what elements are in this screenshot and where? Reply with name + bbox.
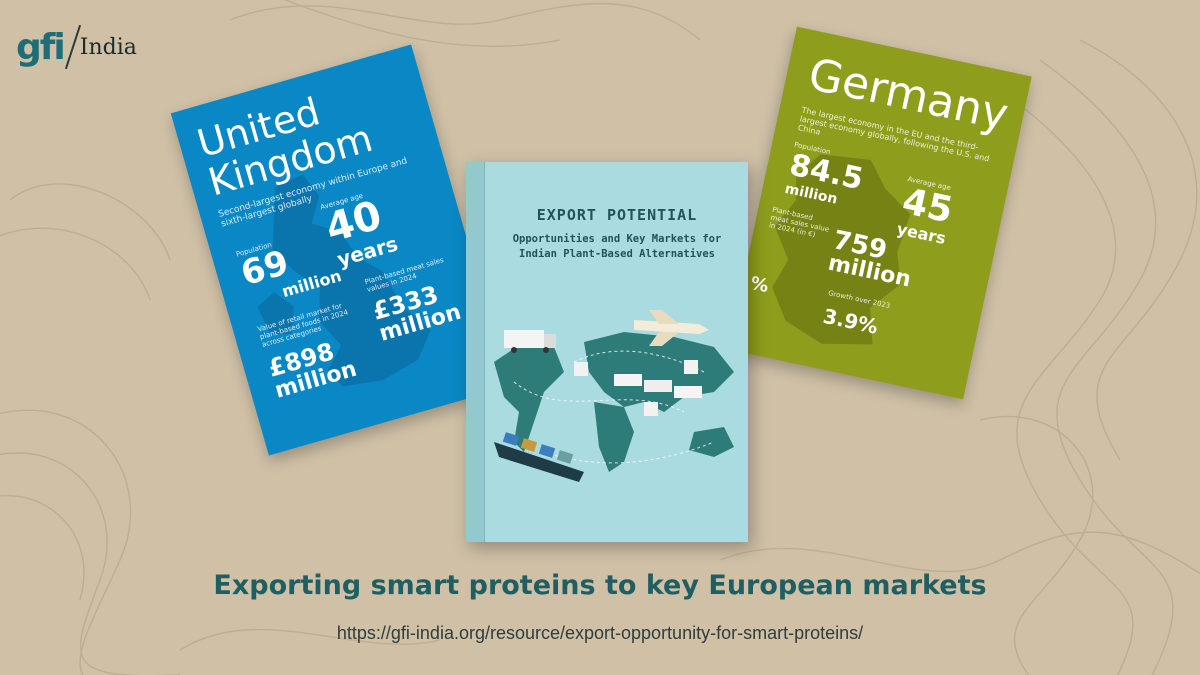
train-icon xyxy=(614,374,702,398)
book-spine xyxy=(466,162,485,542)
book-title: EXPORT POTENTIAL xyxy=(536,206,698,224)
book-subtitle-line1: Opportunities and Key Markets for xyxy=(512,233,722,245)
world-trade-illustration xyxy=(494,310,734,482)
book-subtitle-line2: Indian Plant-Based Alternatives xyxy=(519,248,715,260)
logo-divider xyxy=(64,24,81,70)
headline: Exporting smart proteins to key European… xyxy=(213,570,987,601)
continent-australia xyxy=(689,427,734,457)
cargo-ship-icon xyxy=(494,432,584,482)
logo-region: India xyxy=(79,34,137,60)
continent-americas xyxy=(494,342,564,452)
uk-factsheet-card: United Kingdom Second-largest economy wi… xyxy=(170,44,510,456)
book-subtitle: Opportunities and Key Markets for Indian… xyxy=(490,232,744,262)
resource-url-link[interactable]: https://gfi-india.org/resource/export-op… xyxy=(336,623,864,643)
truck-icon xyxy=(504,330,556,353)
uk-map-silhouette xyxy=(257,174,431,387)
export-potential-report-cover[interactable]: EXPORT POTENTIAL Opportunities and Key M… xyxy=(466,162,748,542)
gfi-india-logo[interactable]: gfi India xyxy=(16,22,137,72)
germany-factsheet-card: Germany The largest economy in the EU an… xyxy=(728,26,1032,400)
warehouse-icon xyxy=(574,360,698,416)
airplane-icon xyxy=(634,310,709,346)
logo-brand: gfi xyxy=(16,26,66,68)
continent-africa xyxy=(594,402,634,472)
germany-map-silhouette xyxy=(772,154,911,345)
